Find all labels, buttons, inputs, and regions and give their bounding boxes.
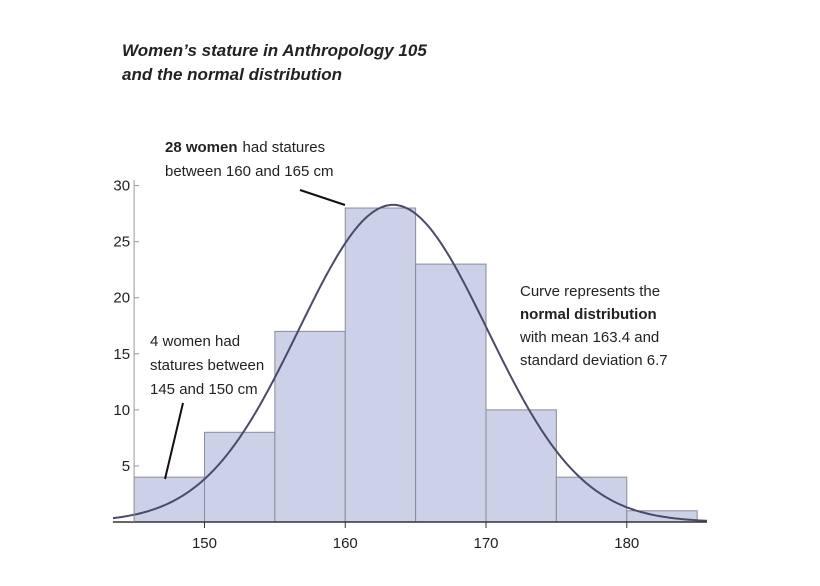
y-tick-label: 15: [113, 346, 130, 363]
bar: [555, 476, 628, 523]
bar: [274, 330, 346, 523]
pointer: [164, 402, 184, 480]
y-tick-label: 30: [113, 178, 130, 195]
annotation: 4 women had: [150, 333, 240, 350]
y-tick-label: 25: [113, 234, 130, 251]
y-tick-label: 10: [113, 402, 130, 419]
annotation: with mean 163.4 and: [519, 329, 659, 346]
annotation: Curve represents the: [520, 283, 660, 300]
annotation: between 160 and 165 cm: [165, 163, 333, 180]
y-tick-label: 20: [113, 290, 130, 307]
y-tick-label: 5: [122, 458, 130, 475]
x-tick-label: 180: [614, 535, 639, 552]
pointer: [299, 189, 346, 206]
bar: [344, 207, 417, 523]
plot-area: 5 10 15 20 25 30 150 160 170 180: [112, 178, 708, 552]
bar: [415, 263, 487, 523]
bar: [485, 409, 557, 523]
annotation: 145 and 150 cm: [150, 381, 258, 398]
bar: [203, 431, 276, 523]
annotation: normal distribution: [520, 306, 657, 323]
x-tick-label: 170: [473, 535, 498, 552]
x-tick-label: 160: [333, 535, 358, 552]
annotation-text: had statures: [243, 139, 326, 156]
annotation: 28 women had statures: [165, 139, 325, 156]
bar: [133, 476, 205, 523]
chart-title: Women’s stature in Anthropology 105: [122, 41, 427, 60]
normal-curve: [112, 203, 708, 522]
annotation: standard deviation 6.7: [520, 352, 668, 369]
annotation-bold: 28 women: [165, 139, 238, 156]
chart-title: and the normal distribution: [122, 65, 342, 84]
annotation: statures between: [150, 357, 264, 374]
x-tick-label: 150: [192, 535, 217, 552]
